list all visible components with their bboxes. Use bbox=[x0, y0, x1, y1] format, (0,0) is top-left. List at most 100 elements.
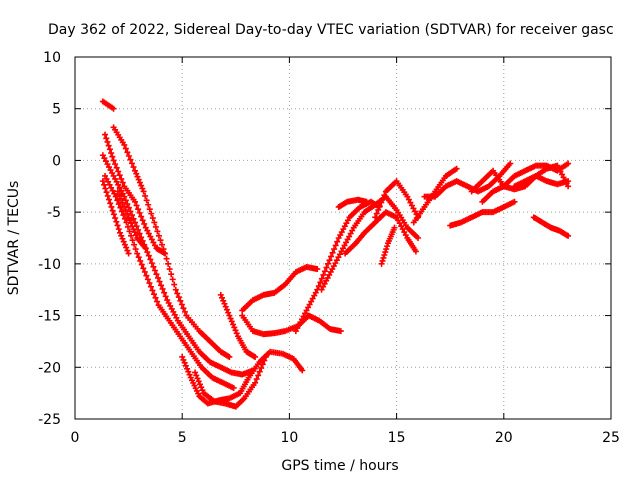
data-point bbox=[162, 250, 169, 257]
data-marks bbox=[99, 98, 572, 410]
x-axis: 0 5 10 15 20 25 bbox=[71, 57, 620, 446]
data-point bbox=[381, 192, 388, 199]
data-point bbox=[116, 172, 123, 179]
series-track-13 bbox=[292, 198, 383, 335]
data-point bbox=[380, 254, 387, 261]
series-track-6 bbox=[99, 178, 132, 257]
data-point bbox=[262, 353, 269, 360]
data-point bbox=[116, 192, 123, 199]
data-point bbox=[179, 353, 186, 360]
data-point bbox=[152, 294, 159, 301]
series-track-11 bbox=[239, 263, 321, 314]
data-point bbox=[227, 315, 234, 322]
data-point bbox=[169, 276, 176, 283]
data-point bbox=[117, 195, 124, 202]
data-point bbox=[223, 306, 230, 313]
x-tick-label: 10 bbox=[280, 430, 298, 446]
data-point bbox=[155, 232, 162, 239]
data-point bbox=[231, 324, 238, 331]
data-point bbox=[104, 192, 111, 199]
data-point bbox=[331, 246, 338, 253]
data-point bbox=[196, 381, 203, 388]
data-point bbox=[150, 263, 157, 270]
data-point bbox=[124, 210, 131, 217]
data-point bbox=[565, 183, 572, 190]
data-point bbox=[123, 244, 130, 251]
data-point bbox=[105, 196, 112, 203]
series-track-25 bbox=[530, 214, 572, 239]
data-point bbox=[384, 243, 391, 250]
data-point bbox=[119, 235, 126, 242]
data-point bbox=[253, 376, 260, 383]
data-point bbox=[219, 294, 226, 301]
data-point bbox=[378, 260, 385, 267]
series-track-1 bbox=[99, 98, 117, 112]
data-point bbox=[453, 165, 460, 172]
data-point bbox=[258, 365, 265, 372]
data-point bbox=[261, 357, 268, 364]
data-point bbox=[135, 206, 142, 213]
data-point bbox=[383, 246, 390, 253]
data-point bbox=[119, 199, 126, 206]
data-point bbox=[363, 198, 370, 205]
data-point bbox=[121, 203, 128, 210]
data-point bbox=[136, 209, 143, 216]
data-point bbox=[511, 198, 518, 205]
data-point bbox=[125, 204, 132, 211]
data-point bbox=[108, 150, 115, 157]
y-axis-label: SDTVAR / TECUs bbox=[6, 181, 22, 296]
data-point bbox=[317, 279, 324, 286]
data-point bbox=[143, 272, 150, 279]
series-track-15 bbox=[335, 196, 370, 210]
x-axis-label: GPS time / hours bbox=[281, 458, 398, 474]
data-point bbox=[143, 197, 150, 204]
data-point bbox=[163, 255, 170, 262]
data-point bbox=[226, 353, 233, 360]
data-point bbox=[120, 238, 127, 245]
data-point bbox=[158, 241, 165, 248]
y-tick-label: -15 bbox=[38, 309, 61, 325]
data-point bbox=[314, 266, 321, 273]
data-point bbox=[299, 367, 306, 374]
data-point bbox=[140, 188, 147, 195]
data-point bbox=[137, 257, 144, 264]
data-point bbox=[194, 375, 201, 382]
data-point bbox=[329, 249, 336, 256]
data-point bbox=[230, 321, 237, 328]
data-point bbox=[103, 189, 110, 196]
y-tick-label: 5 bbox=[52, 102, 61, 118]
data-point bbox=[132, 198, 139, 205]
data-point bbox=[259, 361, 266, 368]
data-point bbox=[391, 224, 398, 231]
data-point bbox=[158, 282, 165, 289]
data-point bbox=[140, 265, 147, 272]
data-point bbox=[165, 260, 172, 267]
data-point bbox=[118, 175, 125, 182]
data-point bbox=[337, 328, 344, 335]
data-point bbox=[318, 275, 325, 282]
data-point bbox=[159, 285, 166, 292]
data-point bbox=[151, 291, 158, 298]
data-point bbox=[138, 182, 145, 189]
data-point bbox=[139, 217, 146, 224]
data-point bbox=[105, 142, 112, 149]
data-point bbox=[141, 220, 148, 227]
data-point bbox=[106, 146, 113, 153]
data-point bbox=[412, 248, 419, 255]
data-point bbox=[221, 300, 228, 307]
data-point bbox=[114, 197, 121, 204]
data-point bbox=[193, 372, 200, 379]
data-point bbox=[126, 228, 133, 235]
data-point bbox=[122, 206, 129, 213]
data-point bbox=[101, 181, 108, 188]
data-point bbox=[507, 160, 514, 167]
chart-title: Day 362 of 2022, Sidereal Day-to-day VTE… bbox=[48, 22, 614, 38]
data-point bbox=[127, 208, 134, 215]
data-point bbox=[332, 242, 339, 249]
data-point bbox=[119, 179, 126, 186]
data-point bbox=[182, 362, 189, 369]
data-point bbox=[198, 384, 205, 391]
data-point bbox=[148, 260, 155, 267]
x-tick-label: 15 bbox=[388, 430, 406, 446]
data-point bbox=[113, 164, 120, 171]
